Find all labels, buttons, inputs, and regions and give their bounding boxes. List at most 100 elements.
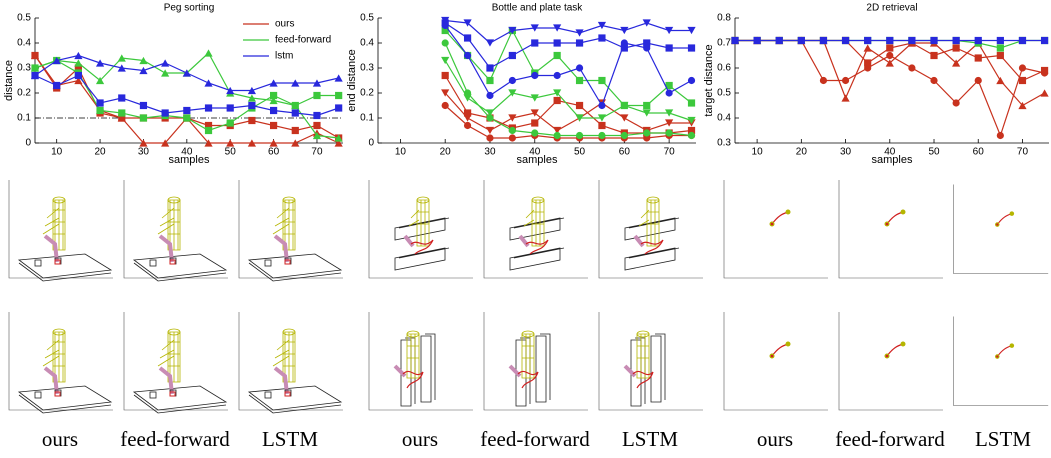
marker — [441, 71, 449, 80]
marker — [642, 109, 651, 117]
marker — [687, 131, 696, 140]
marker — [247, 86, 257, 95]
x-tick-label: 40 — [529, 147, 541, 158]
marker — [665, 119, 674, 127]
marker — [226, 104, 234, 112]
x-tick-label: 60 — [619, 147, 631, 158]
marker — [52, 56, 61, 65]
marker — [553, 96, 561, 105]
marker — [463, 121, 472, 130]
marker — [553, 39, 561, 47]
marker — [643, 101, 651, 110]
marker — [508, 89, 517, 97]
caption: LSTM — [975, 427, 1031, 451]
marker — [687, 99, 696, 107]
marker — [161, 69, 170, 77]
y-tick-label: 0.5 — [717, 88, 731, 99]
marker — [908, 36, 916, 45]
marker — [531, 39, 539, 47]
thumbnail — [237, 310, 345, 414]
marker — [247, 139, 257, 147]
caption: ours — [757, 427, 793, 451]
marker — [508, 51, 516, 60]
legend-label: feed-forward — [275, 35, 331, 46]
marker — [1040, 36, 1049, 45]
x-tick-label: 50 — [225, 147, 237, 158]
marker — [620, 26, 629, 35]
marker — [291, 126, 299, 135]
marker — [665, 89, 673, 97]
marker — [643, 129, 651, 137]
marker — [486, 114, 494, 122]
legend-label: lstm — [275, 51, 293, 62]
marker — [226, 119, 234, 127]
marker — [441, 39, 449, 47]
marker — [463, 109, 472, 117]
x-tick-label: 30 — [138, 147, 150, 158]
x-tick-label: 20 — [796, 147, 808, 158]
caption: ours — [402, 427, 438, 451]
marker — [313, 111, 321, 120]
marker — [291, 139, 300, 147]
marker — [441, 26, 449, 35]
x-tick-label: 10 — [752, 147, 764, 158]
marker — [226, 86, 235, 95]
x-tick-label: 60 — [268, 147, 280, 158]
marker — [1040, 66, 1049, 75]
marker — [553, 51, 561, 60]
marker — [269, 79, 278, 87]
marker — [598, 34, 606, 42]
marker — [864, 36, 872, 45]
marker — [247, 94, 257, 102]
marker — [575, 76, 584, 85]
marker — [553, 89, 562, 97]
marker — [182, 69, 191, 77]
marker — [335, 91, 343, 100]
y-tick-label: 0.3 — [17, 63, 31, 74]
marker — [930, 76, 938, 85]
marker — [575, 64, 584, 72]
marker — [530, 109, 539, 117]
marker — [204, 139, 213, 147]
marker — [841, 76, 850, 85]
marker — [312, 79, 322, 87]
marker — [204, 79, 213, 87]
marker — [687, 76, 696, 85]
series-line — [445, 19, 692, 44]
marker — [485, 126, 495, 135]
thumbnail — [723, 179, 829, 279]
caption: feed-forward — [480, 427, 590, 451]
marker — [1018, 36, 1027, 45]
marker — [335, 104, 343, 112]
marker — [620, 44, 628, 52]
marker — [841, 36, 850, 45]
thumbnail — [953, 183, 1049, 275]
marker — [1018, 64, 1027, 72]
y-tick-label: 0.4 — [17, 38, 31, 49]
marker — [687, 116, 696, 125]
marker — [886, 51, 894, 60]
marker — [139, 66, 148, 75]
series-line — [444, 29, 692, 107]
series-line — [444, 42, 692, 137]
caption: ours — [42, 427, 78, 451]
marker — [508, 134, 516, 142]
thumbnail — [237, 178, 345, 282]
x-tick-label: 70 — [664, 147, 676, 158]
x-tick-label: 50 — [574, 147, 586, 158]
marker — [597, 114, 607, 122]
x-tick-label: 40 — [181, 147, 193, 158]
marker — [485, 109, 495, 117]
marker — [531, 71, 539, 80]
marker — [952, 44, 960, 52]
marker — [118, 94, 126, 102]
marker — [204, 121, 213, 130]
marker — [930, 36, 938, 45]
marker — [486, 91, 494, 100]
thumbnail — [953, 315, 1049, 407]
marker — [1040, 89, 1049, 97]
marker — [642, 19, 651, 27]
marker — [74, 51, 83, 60]
marker — [96, 99, 104, 107]
marker — [597, 21, 607, 30]
